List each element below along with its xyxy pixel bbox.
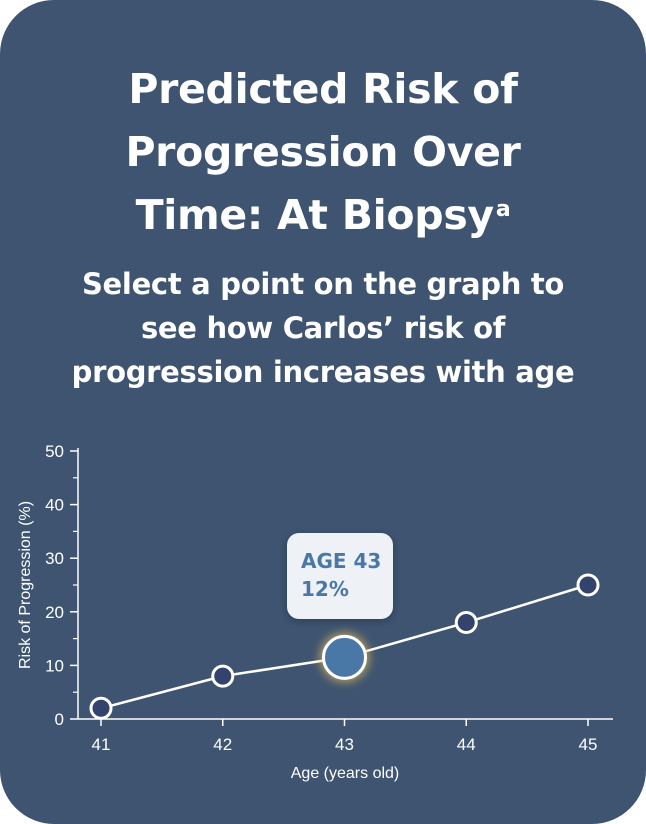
chart-axes [77,448,613,720]
x-axis-label: Age (years old) [291,765,400,782]
y-tick-label: 0 [55,710,64,729]
y-tick-label: 20 [45,603,64,622]
instruction-line-1: Select a point on the graph to [81,267,565,301]
instruction-line-3: progression increases with age [71,355,575,389]
instruction-line-2: see how Carlos’ risk of [140,311,506,345]
y-tick-label: 40 [45,496,64,515]
x-tick-label: 41 [92,735,111,754]
y-tick-label: 30 [45,549,64,568]
y-tick-label: 50 [45,442,64,461]
data-points [89,573,600,720]
title-line-3: Time: At Biopsy [135,191,495,239]
data-point-selected[interactable] [322,634,367,680]
instruction-text: Select a point on the graph to see how C… [20,262,626,394]
x-tick-label: 42 [213,735,232,754]
chart-ticks: 0 10 20 30 40 50 41 42 43 44 45 [45,442,597,754]
title-line-2: Progression Over [125,128,521,176]
tooltip-age: AGE 43 [301,549,382,573]
data-point[interactable] [89,696,113,720]
y-axis-label: Risk of Progression (%) [17,501,34,669]
data-point[interactable] [576,573,600,597]
page-title: Predicted Risk of Progression Over Time:… [40,58,606,247]
x-tick-label: 45 [579,735,598,754]
title-superscript: a [495,197,511,222]
selected-point-tooltip: AGE 43 12% [287,533,393,619]
data-point[interactable] [454,611,478,635]
x-tick-label: 43 [335,735,354,754]
y-tick-label: 10 [45,656,64,675]
data-point[interactable] [211,664,235,688]
tooltip-risk: 12% [301,577,349,601]
title-line-1: Predicted Risk of [128,65,518,113]
x-tick-label: 44 [457,735,476,754]
